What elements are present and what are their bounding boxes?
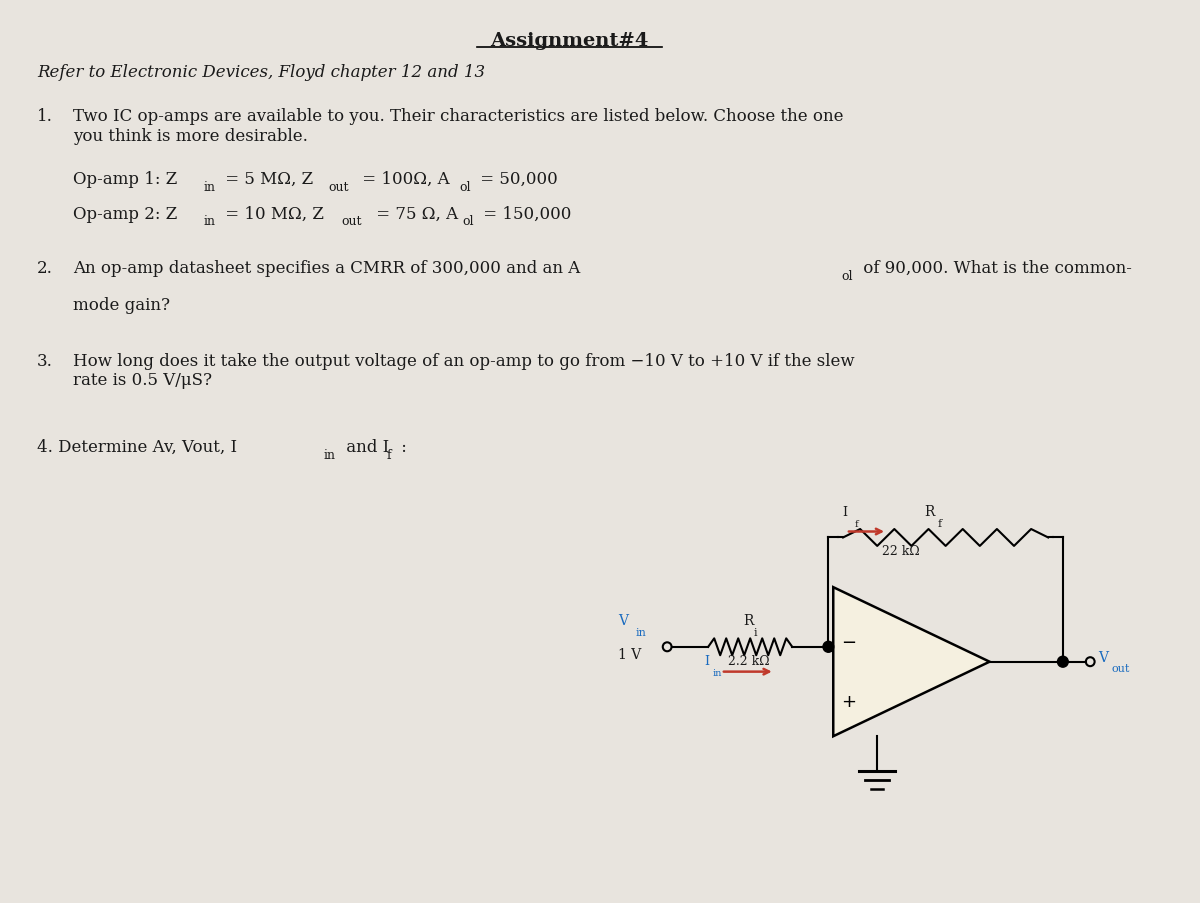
Text: in: in (323, 449, 335, 461)
Text: mode gain?: mode gain? (73, 296, 170, 313)
Text: in: in (712, 668, 721, 677)
Text: Assignment#4: Assignment#4 (491, 32, 649, 50)
Circle shape (1057, 656, 1068, 667)
Text: = 50,000: = 50,000 (475, 171, 558, 188)
Text: Two IC op-amps are available to you. Their characteristics are listed below. Cho: Two IC op-amps are available to you. The… (73, 108, 844, 144)
Text: in: in (203, 181, 215, 193)
Text: ol: ol (462, 215, 474, 228)
Text: = 150,000: = 150,000 (478, 205, 571, 222)
Text: = 10 MΩ, Z: = 10 MΩ, Z (220, 205, 324, 222)
Text: Refer to Electronic Devices, Floyd chapter 12 and 13: Refer to Electronic Devices, Floyd chapt… (37, 64, 485, 81)
Text: How long does it take the output voltage of an op-amp to go from −10 V to +10 V : How long does it take the output voltage… (73, 352, 854, 389)
Text: :: : (396, 439, 407, 456)
Text: = 5 MΩ, Z: = 5 MΩ, Z (220, 171, 313, 188)
Text: 2.: 2. (37, 260, 53, 277)
Text: in: in (636, 628, 647, 638)
Text: ol: ol (841, 270, 852, 283)
Text: and I: and I (341, 439, 389, 456)
Text: 1 V: 1 V (618, 647, 642, 661)
Polygon shape (833, 588, 990, 737)
Text: An op-amp datasheet specifies a CMRR of 300,000 and an A: An op-amp datasheet specifies a CMRR of … (73, 260, 581, 277)
Text: 1.: 1. (37, 108, 53, 125)
Text: of 90,000. What is the common-: of 90,000. What is the common- (858, 260, 1132, 277)
Text: 22 kΩ: 22 kΩ (882, 545, 920, 558)
Text: 2.2 kΩ: 2.2 kΩ (727, 654, 769, 667)
Text: in: in (203, 215, 215, 228)
Text: f: f (854, 519, 858, 528)
Text: i: i (754, 628, 757, 638)
Text: R: R (743, 613, 754, 628)
Text: 3.: 3. (37, 352, 53, 369)
Text: V: V (618, 613, 629, 628)
Text: out: out (342, 215, 362, 228)
Circle shape (823, 642, 834, 653)
Text: Op-amp 1: Z: Op-amp 1: Z (73, 171, 178, 188)
Text: 4. Determine Av, Vout, I: 4. Determine Av, Vout, I (37, 439, 238, 456)
Text: I: I (842, 505, 847, 518)
Text: I: I (704, 654, 709, 667)
Text: ol: ol (460, 181, 470, 193)
Text: −: − (841, 633, 857, 651)
Text: R: R (924, 504, 935, 518)
Text: = 75 Ω, A: = 75 Ω, A (371, 205, 458, 222)
Text: Op-amp 2: Z: Op-amp 2: Z (73, 205, 178, 222)
Text: f: f (938, 518, 942, 528)
Text: V: V (1098, 650, 1108, 664)
Text: out: out (1111, 663, 1130, 673)
Text: f: f (386, 449, 391, 461)
Text: out: out (328, 181, 349, 193)
Text: +: + (841, 693, 856, 711)
Text: = 100Ω, A: = 100Ω, A (358, 171, 450, 188)
